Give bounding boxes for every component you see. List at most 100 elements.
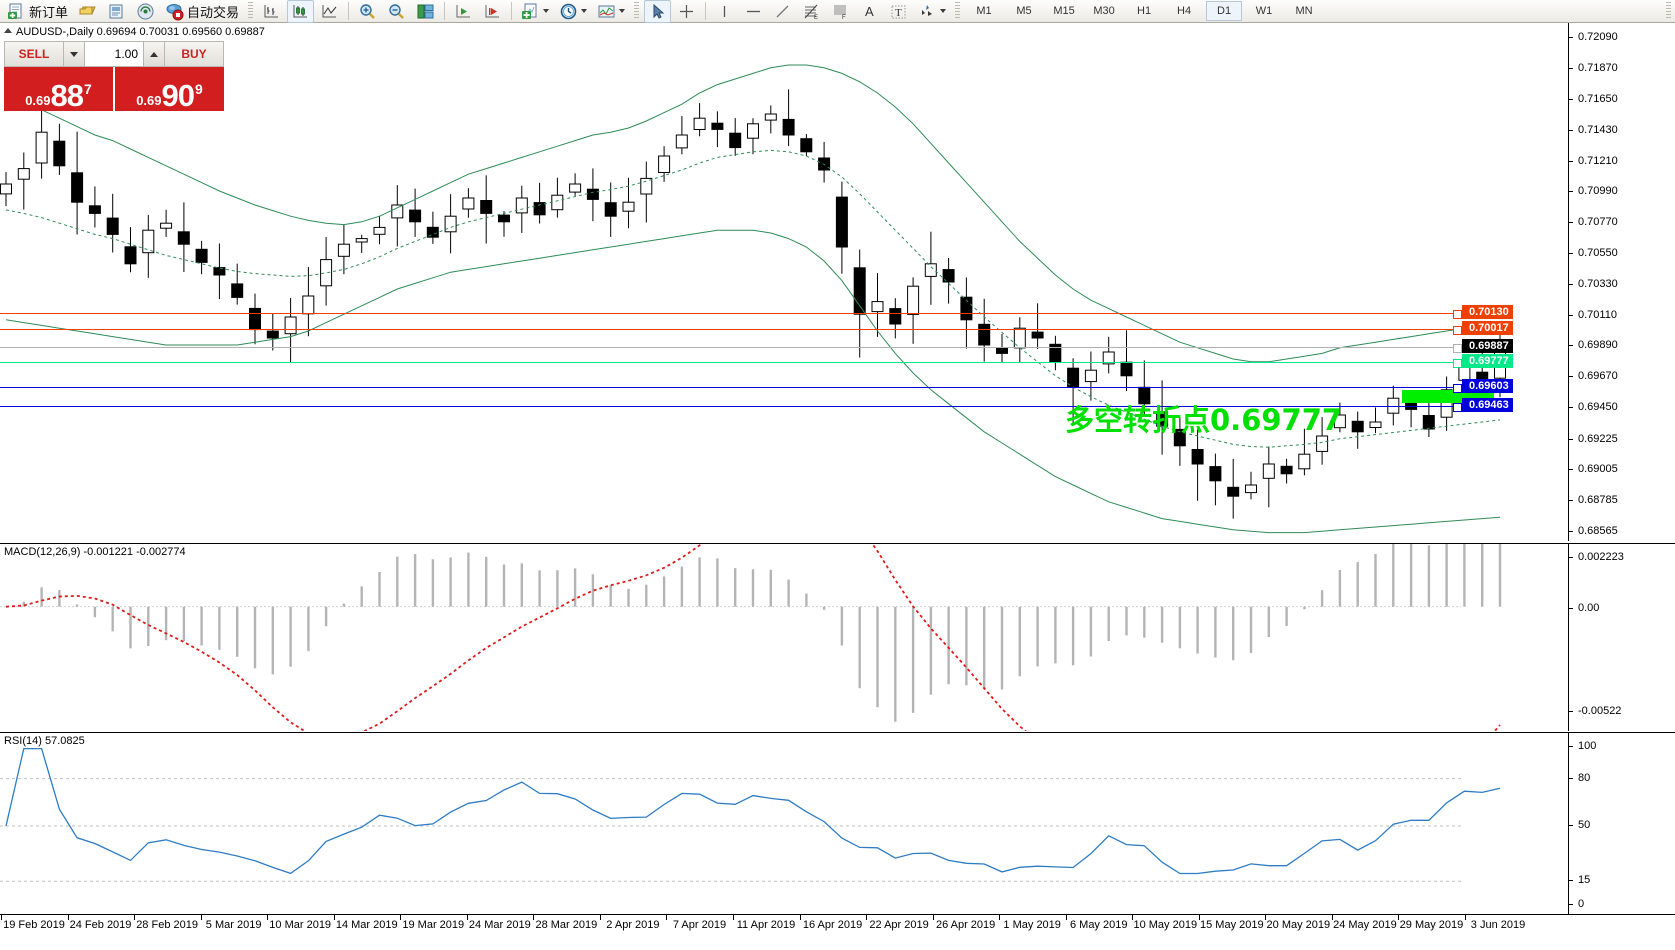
timeframe-m1[interactable]: M1: [976, 5, 992, 17]
sell-button[interactable]: SELL: [5, 42, 63, 66]
trendline-button[interactable]: [769, 0, 796, 23]
timeframe-m15[interactable]: M15: [1053, 5, 1075, 17]
line-chart-icon: [320, 2, 339, 21]
date-tick: 29 May 2019: [1399, 919, 1464, 931]
price-level-handle[interactable]: [1453, 359, 1462, 369]
objects-icon: [918, 2, 937, 21]
volume-stepper[interactable]: 1.00: [63, 42, 165, 66]
buy-price[interactable]: 0.69 90 9: [115, 67, 224, 111]
toolbar-grip-2[interactable]: [634, 2, 640, 20]
period-button[interactable]: [555, 0, 591, 23]
folder-button[interactable]: [74, 0, 101, 23]
candlestick-chart-button[interactable]: [287, 0, 315, 23]
fibo-button[interactable]: E: [798, 0, 825, 23]
signal-button[interactable]: [132, 0, 159, 23]
price-level-line[interactable]: [0, 328, 1461, 330]
rsi-axis[interactable]: 100 80 50 15 0: [1568, 733, 1675, 915]
triangle-up-icon[interactable]: [4, 28, 12, 33]
rsi-chart-svg: [0, 747, 1501, 882]
price-tick: 0.69225: [1569, 433, 1618, 445]
date-tick: 5 Mar 2019: [205, 919, 262, 931]
autotrade-button[interactable]: 自动交易: [161, 0, 243, 23]
price-level-handle[interactable]: [1453, 383, 1462, 393]
volume-input[interactable]: 1.00: [85, 42, 143, 66]
one-click-trading-panel[interactable]: SELL 1.00 BUY 0.69 88 7 0.69 90 9: [4, 41, 224, 111]
price-level-label[interactable]: 0.70130: [1462, 304, 1513, 319]
print-button[interactable]: [103, 0, 130, 23]
scroll-end-button[interactable]: [479, 0, 506, 23]
crosshair-icon: [677, 2, 696, 21]
new-chart-button[interactable]: [517, 0, 553, 23]
scroll-start-button[interactable]: [450, 0, 477, 23]
buy-button[interactable]: BUY: [165, 42, 223, 66]
price-pane[interactable]: 0.70130 0.70017 0.69887 0.69777 0.69603 0.694…: [0, 23, 1675, 541]
volume-up-icon[interactable]: [143, 42, 164, 66]
timeframe-w1[interactable]: W1: [1255, 5, 1273, 17]
date-tick: 26 Apr 2019: [935, 919, 996, 931]
zoom-in-button[interactable]: [354, 0, 381, 23]
new-order-button[interactable]: 新订单: [3, 0, 72, 23]
macd-tick: 0.00: [1569, 602, 1599, 614]
tile-windows-button[interactable]: [412, 0, 439, 23]
price-level-label[interactable]: 0.69603: [1462, 378, 1513, 393]
vline-button[interactable]: [711, 0, 738, 23]
chevron-down-icon-4[interactable]: [940, 9, 947, 13]
volume-dropdown-icon[interactable]: [64, 42, 85, 66]
text-label-button[interactable]: A: [856, 0, 883, 23]
price-tick: 0.69890: [1569, 339, 1618, 351]
macd-axis[interactable]: 0.002223 0.00 -0.00522: [1568, 544, 1675, 731]
date-tick: 19 Feb 2019: [3, 919, 65, 931]
objects-button[interactable]: [914, 0, 950, 23]
chevron-down-icon-3[interactable]: [619, 9, 626, 13]
fibo-fan-button[interactable]: F: [827, 0, 854, 23]
timeframe-m30[interactable]: M30: [1093, 5, 1115, 17]
toolbar-grip[interactable]: [248, 2, 254, 20]
price-level-handle[interactable]: [1453, 325, 1462, 335]
date-axis[interactable]: 19 Feb 2019 24 Feb 2019 28 Feb 2019 5 Mar 2…: [0, 914, 1675, 937]
rsi-pane[interactable]: RSI(14) 57.0825 100 80 50 15 0: [0, 732, 1675, 915]
price-level-line[interactable]: [0, 346, 1461, 348]
price-level-label[interactable]: 0.69887: [1462, 338, 1513, 353]
price-axis[interactable]: 0.72090 0.71870 0.71650 0.71430 0.71210 0.709…: [1568, 23, 1675, 541]
date-tick-mark: [1331, 915, 1333, 920]
hline-button[interactable]: [740, 0, 767, 23]
price-level-handle[interactable]: [1453, 309, 1462, 319]
line-chart-button[interactable]: [316, 0, 343, 23]
toolbar-grip-3[interactable]: [955, 2, 961, 20]
price-level-line[interactable]: [0, 386, 1461, 388]
cursor-button[interactable]: [644, 0, 672, 23]
vline-icon: [715, 2, 734, 21]
zoom-out-button[interactable]: [383, 0, 410, 23]
timeframe-h4[interactable]: H4: [1177, 5, 1192, 17]
date-tick-mark: [599, 915, 601, 920]
chevron-down-icon[interactable]: [543, 9, 550, 13]
macd-tick: 0.002223: [1569, 551, 1624, 563]
timeframe-m5[interactable]: M5: [1016, 5, 1032, 17]
price-level-line[interactable]: [0, 362, 1461, 364]
date-tick-mark: [200, 915, 202, 920]
toolbar-grip-4[interactable]: [1666, 2, 1671, 20]
date-tick-mark: [1, 915, 2, 920]
price-level-label[interactable]: 0.69777: [1462, 354, 1513, 369]
macd-pane[interactable]: MACD(12,26,9) -0.001221 -0.002774 0.0022…: [0, 543, 1675, 731]
timeframe-d1[interactable]: D1: [1206, 1, 1243, 21]
indicators-button[interactable]: [593, 0, 629, 23]
price-level-handle[interactable]: [1453, 403, 1462, 413]
bar-chart-button[interactable]: [258, 0, 285, 23]
zoom-in-icon: [358, 2, 377, 21]
sell-price[interactable]: 0.69 88 7: [4, 67, 113, 111]
price-level-handle[interactable]: [1453, 343, 1462, 353]
timeframe-h1[interactable]: H1: [1137, 5, 1152, 17]
price-tick: 0.70330: [1569, 278, 1618, 290]
price-level-label[interactable]: 0.70017: [1462, 320, 1513, 335]
text-button[interactable]: T: [885, 0, 912, 23]
chevron-down-icon-2[interactable]: [581, 9, 588, 13]
price-level-line[interactable]: [0, 406, 1461, 408]
price-tick: 0.70550: [1569, 247, 1618, 259]
crosshair-button[interactable]: [673, 0, 700, 23]
price-tick: 0.72090: [1569, 31, 1618, 43]
price-level-line[interactable]: [0, 312, 1461, 314]
price-level-label[interactable]: 0.69463: [1462, 398, 1513, 413]
chart-area[interactable]: AUDUSD-,Daily 0.69694 0.70031 0.69560 0.…: [0, 23, 1675, 950]
timeframe-mn[interactable]: MN: [1295, 5, 1313, 17]
